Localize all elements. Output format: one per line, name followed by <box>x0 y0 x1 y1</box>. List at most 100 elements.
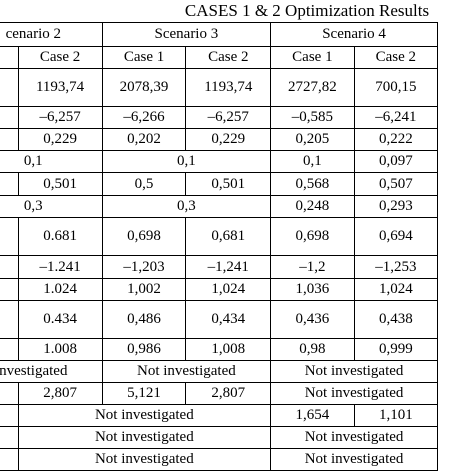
table-cell: –1,2 <box>270 255 355 279</box>
table-row: 2,807 5,121 2,807 Not investigated <box>0 382 438 405</box>
table-cell: –6,241 <box>353 106 439 129</box>
table-row: 0,501 0,5 0,501 0,568 0,507 <box>0 172 439 196</box>
table-cell: –6,257 <box>185 106 272 129</box>
table-cell: –6,257 <box>17 106 103 129</box>
table-cell: 6 <box>0 106 19 129</box>
table-row: 6–6,257–6,266–6,257–0,585–6,241 <box>0 106 439 129</box>
table-cell: 3 <box>0 217 19 256</box>
table-cell: 0,1 <box>0 150 103 173</box>
table-cell: Not investigated <box>17 426 272 449</box>
results-table: cenario 2 Scenario 3 Scenario 4 1 Case 2… <box>0 22 439 471</box>
table-cell: 2727,82 <box>270 68 355 107</box>
table-cell: 1,008 <box>185 338 272 361</box>
table-cell: 1193,74 <box>17 68 103 107</box>
case-header-cell: Case 2 <box>185 46 272 69</box>
table-cell: 0,1 <box>101 150 272 173</box>
table-row: nvestigated Not investigated Not investiga… <box>0 360 438 383</box>
table-cell: 0,486 <box>101 300 187 339</box>
scenario-2-header: cenario 2 <box>0 22 103 47</box>
case-header-cell: 1 <box>0 46 19 69</box>
scenario-4-header: Scenario 4 <box>270 22 438 47</box>
table-cell: 0,229 <box>185 128 272 151</box>
table-cell: 2 <box>0 128 19 151</box>
table-cell <box>0 382 19 405</box>
table-cell: 0,438 <box>353 300 439 339</box>
table-cell: 0,097 <box>353 150 439 173</box>
table-cell: –1,203 <box>101 255 187 279</box>
table-cell: 0,698 <box>270 217 355 256</box>
table-cell: 0,293 <box>353 195 439 218</box>
case-header-cell: Case 2 <box>17 46 103 69</box>
table-cell: 0,999 <box>353 338 439 361</box>
table-cell: 2,807 <box>185 382 272 405</box>
table-cell: 39 <box>0 68 19 107</box>
table-cell: 1,101 <box>353 404 439 427</box>
table-cell: –1.241 <box>17 255 103 279</box>
table-cell: 0 <box>0 426 19 449</box>
table-cell: 0,698 <box>101 217 187 256</box>
scenario-header-row: cenario 2 Scenario 3 Scenario 4 <box>0 22 438 47</box>
table-cell: 0,205 <box>270 128 355 151</box>
table-cell: 3 <box>0 255 19 279</box>
table-title: CASES 1 & 2 Optimization Results <box>184 1 430 20</box>
table-cell: Not investigated <box>17 404 272 427</box>
table-cell <box>0 172 19 196</box>
table-cell: 1,036 <box>270 278 355 301</box>
table-cell: 0,202 <box>101 128 187 151</box>
table-cell: Not investigated <box>270 360 438 383</box>
table-cell: 0,681 <box>185 217 272 256</box>
table-cell: 0,986 <box>101 338 187 361</box>
table-cell: 1,002 <box>101 278 187 301</box>
table-cell: 1,654 <box>270 404 355 427</box>
table-cell: 1,024 <box>353 278 439 301</box>
table-cell: 0,694 <box>353 217 439 256</box>
table-cell: Not investigated <box>17 448 272 471</box>
table-cell: 0,229 <box>17 128 103 151</box>
table-cell: nvestigated <box>0 360 103 383</box>
table-cell: 5 <box>0 300 19 339</box>
table-cell: 2,807 <box>17 382 103 405</box>
table-cell: 0,248 <box>270 195 355 218</box>
table-cell: Not investigated <box>270 426 438 449</box>
table-cell: 0,568 <box>270 172 355 196</box>
table-cell: –6,266 <box>101 106 187 129</box>
table-cell: 0,98 <box>270 338 355 361</box>
table-cell: 0,501 <box>185 172 272 196</box>
table-cell: 0,222 <box>353 128 439 151</box>
table-cell: 0,1 <box>270 150 355 173</box>
table-cell: 0 <box>0 404 19 427</box>
table-cell: 0,436 <box>270 300 355 339</box>
table-cell: 1,024 <box>185 278 272 301</box>
table-cell: 0,434 <box>185 300 272 339</box>
table-cell: 0,501 <box>17 172 103 196</box>
table-cell: 1193,74 <box>185 68 272 107</box>
table-cell: 0,3 <box>101 195 272 218</box>
table-cell: Not investigated <box>270 382 438 405</box>
table-cell: 700,15 <box>353 68 439 107</box>
table-cell: –1,253 <box>353 255 439 279</box>
table-cell: –1,241 <box>185 255 272 279</box>
case-header-cell: Case 2 <box>353 46 439 69</box>
table-cell: Not investigated <box>101 360 272 383</box>
table-row: 0,1 0,1 0,1 0,097 <box>0 150 439 173</box>
table-cell: 0,5 <box>101 172 187 196</box>
case-header-row: 1 Case 2 Case 1 Case 2 Case 1 Case 2 <box>0 46 439 69</box>
table-cell: 1.024 <box>17 278 103 301</box>
table-cell: 5 <box>0 338 19 361</box>
table-cell: Not investigated <box>270 448 438 471</box>
table-cell: 0,507 <box>353 172 439 196</box>
table-cell: 0.681 <box>17 217 103 256</box>
table-row: 3–1.241–1,203–1,241–1,2–1,253 <box>0 255 439 279</box>
table-cell: 2 <box>0 278 19 301</box>
table-cell: 0 <box>0 448 19 471</box>
table-cell: 1.008 <box>17 338 103 361</box>
